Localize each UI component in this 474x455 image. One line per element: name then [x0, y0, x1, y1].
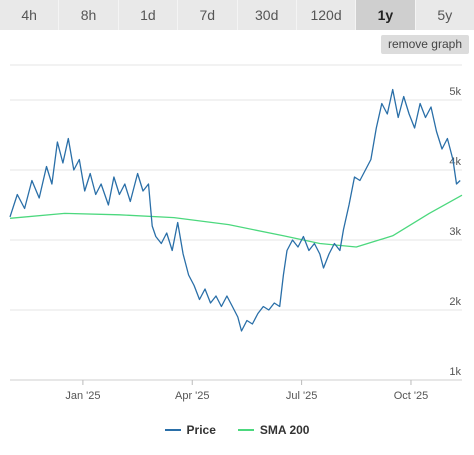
x-tick-label: Oct '25: [394, 390, 429, 402]
y-tick-label: 4k: [449, 156, 461, 168]
tab-5y[interactable]: 5y: [437, 7, 453, 23]
legend-item-price[interactable]: Price: [164, 423, 216, 437]
y-tick-label: 3k: [449, 226, 461, 238]
x-tick-label: Jan '25: [65, 390, 100, 402]
legend-swatch-sma: [237, 429, 254, 431]
legend-item-sma[interactable]: SMA 200: [237, 423, 310, 437]
timeframe-tabs: 4h 8h 1d 7d 30d 120d 1y 5y: [0, 0, 474, 30]
tab-120d[interactable]: 120d: [297, 0, 357, 30]
legend-label-price: Price: [186, 423, 216, 437]
series-line-price: [9, 88, 461, 332]
tab-4h[interactable]: 4h: [0, 0, 60, 30]
tab-1d[interactable]: 1d: [119, 0, 179, 30]
tab-30d[interactable]: 30d: [238, 0, 297, 30]
x-axis-ticks: Jan '25 Apr '25 Jul '25 Oct '25: [65, 380, 428, 402]
legend-label-sma: SMA 200: [259, 423, 310, 437]
tab-1y[interactable]: 1y: [356, 0, 416, 30]
series-line-sma-200: [9, 194, 463, 248]
x-tick-label: Apr '25: [175, 390, 210, 402]
remove-graph-button[interactable]: remove graph: [380, 35, 469, 54]
y-axis-ticks: 1k 2k 3k 4k 5k: [449, 86, 461, 378]
series-layer: [9, 88, 463, 332]
y-tick-label: 2k: [449, 296, 461, 308]
price-chart: Jan '25 Apr '25 Jul '25 Oct '25 1k 2k 3k 4k 5k: [9, 64, 463, 402]
y-tick-label: 5k: [449, 86, 461, 98]
grid-layer: [10, 64, 462, 381]
chart-legend: Price SMA 200: [0, 420, 474, 440]
legend-swatch-price: [164, 429, 181, 431]
x-tick-label: Jul '25: [286, 390, 317, 402]
y-tick-label: 1k: [449, 366, 461, 378]
tab-7d[interactable]: 7d: [178, 0, 238, 30]
tab-8h[interactable]: 8h: [59, 0, 119, 30]
